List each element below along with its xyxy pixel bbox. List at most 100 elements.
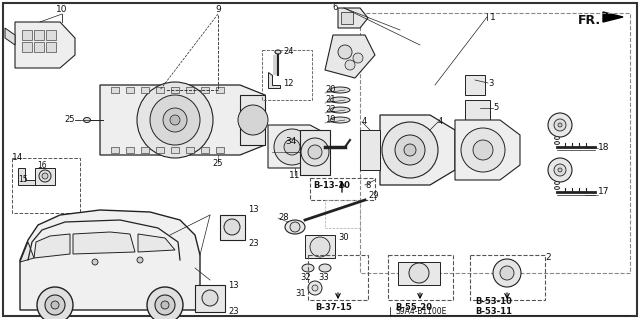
Bar: [141, 147, 149, 153]
Polygon shape: [455, 120, 520, 180]
Polygon shape: [398, 262, 440, 285]
Bar: [186, 87, 194, 93]
Bar: [156, 147, 164, 153]
Text: 33: 33: [318, 273, 329, 283]
Bar: [341, 12, 353, 24]
Ellipse shape: [330, 97, 350, 103]
Circle shape: [137, 257, 143, 263]
Text: 8: 8: [365, 181, 371, 189]
Circle shape: [161, 301, 169, 309]
Text: 21: 21: [325, 95, 335, 105]
Circle shape: [404, 144, 416, 156]
Text: 6: 6: [332, 4, 337, 12]
Circle shape: [395, 135, 425, 165]
Circle shape: [301, 138, 329, 166]
Circle shape: [493, 259, 521, 287]
Polygon shape: [100, 85, 265, 155]
Ellipse shape: [554, 142, 559, 145]
Text: 5: 5: [493, 103, 499, 113]
Polygon shape: [305, 235, 335, 258]
Circle shape: [548, 113, 572, 137]
Text: 15: 15: [18, 175, 28, 184]
Bar: [308, 255, 368, 300]
Circle shape: [42, 173, 48, 179]
Circle shape: [500, 266, 514, 280]
Text: 3: 3: [488, 78, 493, 87]
Text: 13: 13: [228, 280, 239, 290]
Polygon shape: [138, 234, 175, 252]
Text: 12: 12: [283, 78, 294, 87]
Polygon shape: [15, 22, 75, 68]
Text: 4: 4: [438, 117, 444, 127]
Polygon shape: [268, 125, 325, 168]
Text: B-53-10: B-53-10: [475, 298, 512, 307]
Circle shape: [147, 287, 183, 319]
Text: B-37-15: B-37-15: [315, 303, 352, 313]
Text: B-13-10: B-13-10: [313, 181, 350, 189]
Circle shape: [37, 287, 73, 319]
Text: 4: 4: [362, 117, 367, 127]
Text: S9A4-B1100E: S9A4-B1100E: [395, 307, 446, 315]
Text: 17: 17: [598, 188, 609, 197]
Polygon shape: [20, 242, 34, 262]
Bar: [111, 147, 119, 153]
Polygon shape: [268, 72, 280, 88]
Polygon shape: [240, 95, 265, 145]
Circle shape: [92, 259, 98, 265]
Text: 28: 28: [278, 213, 289, 222]
Circle shape: [308, 281, 322, 295]
Bar: [126, 147, 134, 153]
Circle shape: [170, 115, 180, 125]
Ellipse shape: [275, 50, 281, 54]
Circle shape: [409, 263, 429, 283]
Ellipse shape: [319, 264, 331, 272]
Circle shape: [274, 129, 310, 165]
Circle shape: [345, 60, 355, 70]
Polygon shape: [20, 210, 200, 310]
Text: 25: 25: [212, 159, 223, 167]
Circle shape: [554, 119, 566, 131]
Bar: [156, 87, 164, 93]
Circle shape: [382, 122, 438, 178]
Circle shape: [312, 285, 318, 291]
Ellipse shape: [554, 182, 559, 184]
Bar: [360, 13, 630, 273]
Bar: [46, 42, 56, 52]
Polygon shape: [34, 234, 70, 258]
Bar: [262, 50, 312, 100]
Bar: [22, 42, 32, 52]
Text: 32: 32: [300, 273, 310, 283]
Circle shape: [163, 108, 187, 132]
Ellipse shape: [285, 220, 305, 234]
Circle shape: [310, 237, 330, 257]
Text: 20: 20: [325, 85, 335, 94]
Polygon shape: [325, 35, 375, 78]
Polygon shape: [18, 168, 35, 185]
Bar: [171, 87, 179, 93]
Bar: [22, 30, 32, 40]
Polygon shape: [5, 28, 15, 45]
Text: 24: 24: [283, 48, 294, 56]
Circle shape: [308, 145, 322, 159]
Polygon shape: [603, 12, 623, 22]
Polygon shape: [338, 8, 368, 28]
Circle shape: [548, 158, 572, 182]
Polygon shape: [465, 75, 485, 95]
Circle shape: [473, 140, 493, 160]
Bar: [171, 147, 179, 153]
Text: 11: 11: [289, 170, 301, 180]
Ellipse shape: [554, 137, 559, 139]
Text: 22: 22: [325, 106, 335, 115]
Text: 23: 23: [248, 239, 259, 248]
Text: 18: 18: [598, 143, 609, 152]
Polygon shape: [465, 100, 490, 120]
Circle shape: [353, 53, 363, 63]
Circle shape: [554, 164, 566, 176]
Text: 25: 25: [65, 115, 75, 124]
Circle shape: [39, 170, 51, 182]
Circle shape: [224, 219, 240, 235]
Bar: [141, 87, 149, 93]
Ellipse shape: [302, 264, 314, 272]
Bar: [201, 87, 209, 93]
Polygon shape: [35, 168, 55, 185]
